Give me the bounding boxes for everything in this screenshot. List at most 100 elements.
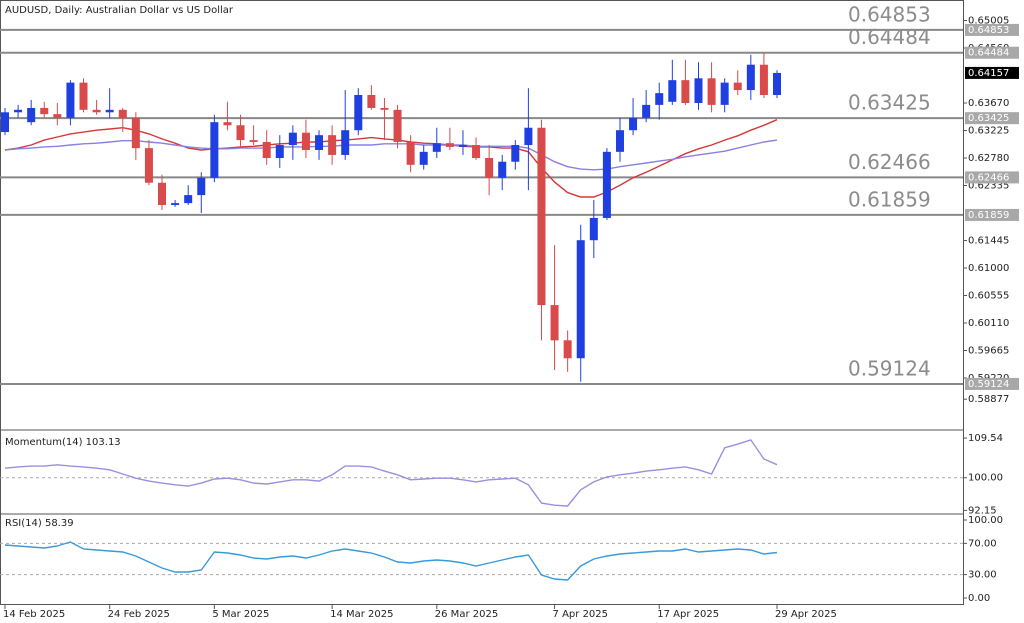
y-tick-label: 0.58877 xyxy=(968,394,1009,405)
candle-body xyxy=(419,151,428,165)
indicator-title: RSI(14) 58.39 xyxy=(5,518,74,529)
y-tick-label: 70.00 xyxy=(968,538,997,549)
candle-body xyxy=(602,151,611,218)
candle-body xyxy=(576,240,585,359)
candle-body xyxy=(367,94,376,108)
y-tick-label: 92.15 xyxy=(968,505,997,516)
x-tick-label: 7 Apr 2025 xyxy=(553,609,608,620)
candle-body xyxy=(275,145,284,159)
x-tick-label: 29 Apr 2025 xyxy=(775,609,837,620)
candle-body xyxy=(341,130,350,155)
candle-body xyxy=(1,112,9,133)
candle-body xyxy=(720,82,729,105)
candle-body xyxy=(14,109,23,113)
candle-body xyxy=(472,145,481,159)
candle-body xyxy=(707,78,716,105)
last-price-tag xyxy=(965,66,1019,79)
price-level-label: 0.59124 xyxy=(848,356,931,380)
candle-body xyxy=(315,135,324,150)
x-tick-label: 14 Feb 2025 xyxy=(3,609,65,620)
candle-body xyxy=(92,109,101,113)
y-tick-label: 0.00 xyxy=(968,593,990,604)
candle-body xyxy=(759,64,768,95)
candle-body xyxy=(79,82,88,110)
candle-body xyxy=(537,127,546,306)
candle-body xyxy=(773,72,781,95)
y-tick-label: 0.62335 xyxy=(968,181,1009,192)
candle-body xyxy=(262,141,271,159)
x-tick-label: 26 Mar 2025 xyxy=(435,609,498,620)
y-tick-label: 0.59665 xyxy=(968,346,1009,357)
candle-body xyxy=(171,203,180,205)
y-tick-label: 0.63670 xyxy=(968,98,1009,109)
price-level-tag xyxy=(965,112,1019,125)
x-tick-label: 14 Mar 2025 xyxy=(330,609,393,620)
price-level-tag-label: 0.61859 xyxy=(968,210,1009,221)
price-level-label: 0.64484 xyxy=(848,25,931,49)
candle-body xyxy=(288,132,297,146)
price-level-tag xyxy=(965,23,1019,36)
candle-body xyxy=(236,125,245,141)
y-tick-label: 30.00 xyxy=(968,570,997,581)
candle-body xyxy=(550,305,559,341)
candle-body xyxy=(642,104,651,118)
price-level-tag-label: 0.63425 xyxy=(968,113,1009,124)
y-tick-label: 0.60555 xyxy=(968,291,1009,302)
candle-body xyxy=(733,82,742,91)
candle-body xyxy=(432,143,441,152)
candle-body xyxy=(131,117,140,149)
price-level-label: 0.63425 xyxy=(848,91,931,115)
candle-body xyxy=(524,127,533,146)
y-tick-label: 109.54 xyxy=(968,433,1003,444)
candle-body xyxy=(105,109,114,113)
y-tick-label: 100.00 xyxy=(968,515,1003,526)
candle-body xyxy=(249,140,258,142)
y-tick-label: 0.61445 xyxy=(968,236,1009,247)
price-level-label: 0.61859 xyxy=(848,187,931,211)
price-level-tag xyxy=(965,46,1019,59)
candle-body xyxy=(498,161,507,178)
candle-body xyxy=(184,195,193,204)
price-level-tag-label: 0.64484 xyxy=(968,48,1009,59)
candle-body xyxy=(445,143,454,147)
candle-body xyxy=(40,107,49,115)
candle-body xyxy=(197,177,206,196)
candle-body xyxy=(380,107,389,110)
candle-body xyxy=(655,93,664,105)
price-level-tag xyxy=(965,208,1019,221)
candle-body xyxy=(589,217,598,241)
price-level-tag-label: 0.59124 xyxy=(968,379,1009,390)
candle-body xyxy=(629,117,638,131)
candle-body xyxy=(563,340,572,359)
y-tick-label: 0.60110 xyxy=(968,318,1009,329)
candle-body xyxy=(328,135,337,155)
candle-body xyxy=(53,114,62,118)
indicator-line xyxy=(4,541,778,581)
y-tick-label: 0.63225 xyxy=(968,126,1009,137)
x-tick-label: 17 Apr 2025 xyxy=(657,609,719,620)
candle-body xyxy=(354,94,363,131)
y-tick-label: 0.65005 xyxy=(968,16,1009,27)
candle-body xyxy=(27,107,36,123)
x-tick-label: 24 Feb 2025 xyxy=(108,609,170,620)
candle-body xyxy=(223,122,232,126)
price-level-tag-label: 0.62466 xyxy=(968,172,1009,183)
candle-body xyxy=(158,182,167,205)
price-level-label: 0.62466 xyxy=(848,150,931,174)
y-tick-label: 0.61000 xyxy=(968,263,1009,274)
candle-body xyxy=(393,109,402,142)
price-level-tag xyxy=(965,171,1019,184)
candle-body xyxy=(406,141,415,165)
frame xyxy=(0,0,964,605)
price-level-label: 0.64853 xyxy=(848,2,931,26)
price-level-tag-label: 0.64853 xyxy=(968,25,1009,36)
candle-body xyxy=(615,130,624,152)
candle-body xyxy=(694,78,703,104)
indicator-line xyxy=(4,119,778,198)
last-price-label: 0.64157 xyxy=(968,68,1009,79)
chart-title: AUDUSD, Daily: Australian Dollar vs US D… xyxy=(5,5,234,16)
candle-body xyxy=(485,158,494,178)
candle-body xyxy=(681,80,690,104)
candle-body xyxy=(66,82,75,118)
